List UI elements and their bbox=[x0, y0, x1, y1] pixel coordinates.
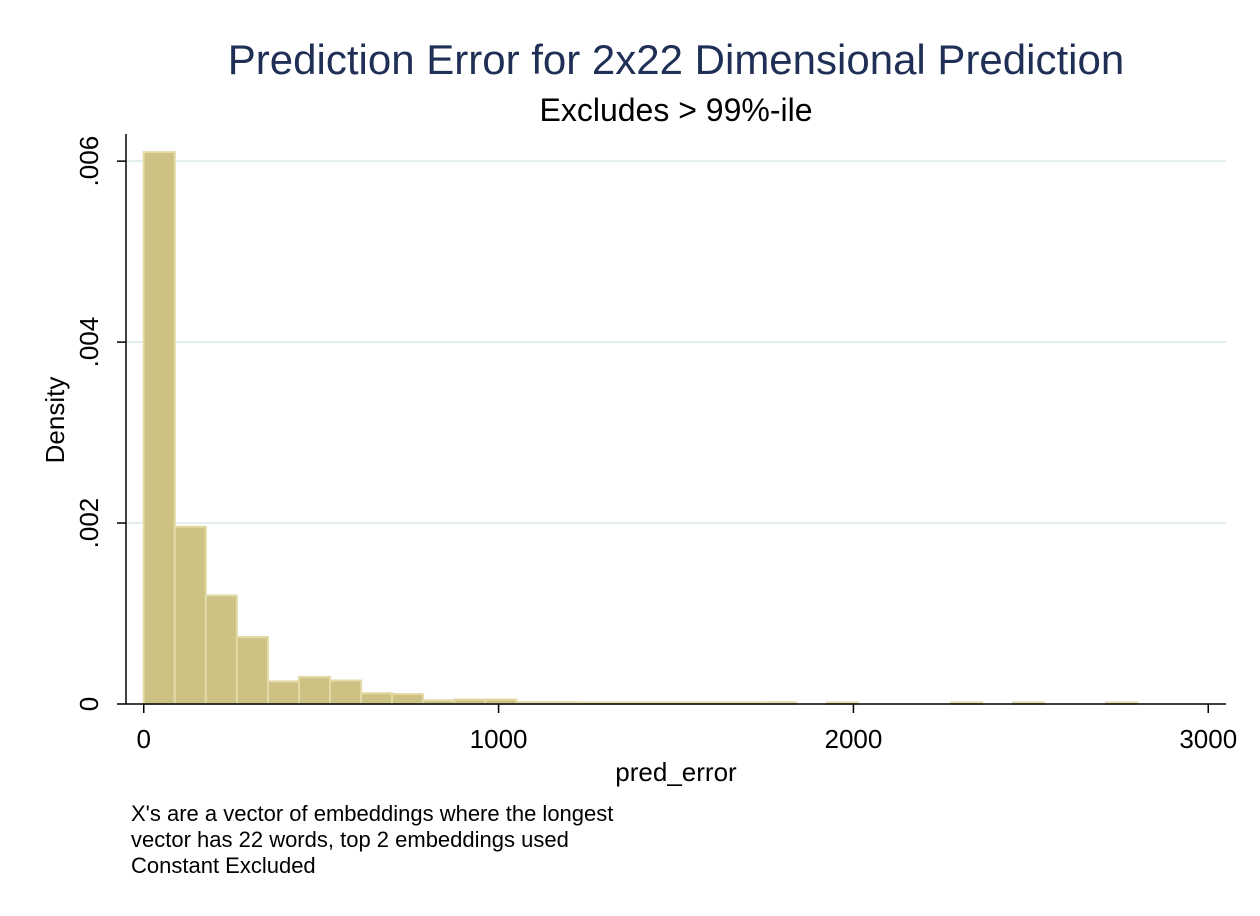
y-tick-label: .004 bbox=[74, 317, 104, 368]
x-tick-label: 0 bbox=[137, 724, 151, 754]
histogram-bar bbox=[173, 525, 207, 706]
y-tick-label: .002 bbox=[74, 498, 104, 549]
histogram-bar bbox=[329, 679, 363, 706]
histogram-bar bbox=[142, 151, 176, 706]
note-line: Constant Excluded bbox=[131, 853, 316, 878]
histogram-bar bbox=[391, 693, 425, 705]
histogram-bar bbox=[266, 680, 300, 706]
histogram-bar bbox=[297, 675, 332, 705]
gridlines bbox=[126, 160, 1226, 525]
histogram-bar bbox=[204, 594, 238, 706]
y-tick-label: 0 bbox=[74, 697, 104, 711]
x-tick-label: 1000 bbox=[470, 724, 528, 754]
axes bbox=[125, 134, 1226, 705]
y-axis-label: Density bbox=[40, 377, 70, 464]
histogram-bar bbox=[235, 636, 269, 705]
histogram-bar bbox=[360, 692, 394, 706]
y-tick-label: .006 bbox=[74, 136, 104, 187]
x-tick-label: 2000 bbox=[824, 724, 882, 754]
chart-title: Prediction Error for 2x22 Dimensional Pr… bbox=[228, 36, 1124, 83]
note-line: X's are a vector of embeddings where the… bbox=[131, 801, 613, 826]
note-line: vector has 22 words, top 2 embeddings us… bbox=[131, 827, 569, 852]
chart-subtitle: Excludes > 99%-ile bbox=[539, 92, 812, 128]
x-tick-label: 3000 bbox=[1179, 724, 1237, 754]
x-axis-label: pred_error bbox=[615, 757, 737, 787]
chart-notes: X's are a vector of embeddings where the… bbox=[131, 801, 613, 878]
histogram-bars bbox=[142, 151, 1139, 706]
axis-ticks: 0 1000 2000 3000 0 .002 .004 .006 bbox=[74, 136, 1237, 754]
